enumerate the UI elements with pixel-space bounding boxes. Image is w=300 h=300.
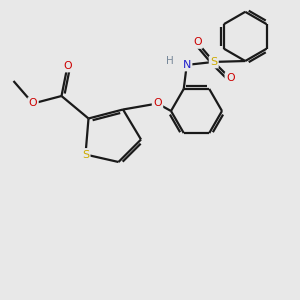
Text: S: S [82,149,89,160]
Text: O: O [193,38,202,47]
Text: N: N [183,60,191,70]
Text: O: O [226,74,235,83]
Text: H: H [167,56,174,66]
Text: O: O [29,98,37,109]
Text: O: O [153,98,162,109]
Text: S: S [210,57,217,67]
Text: O: O [63,61,72,71]
